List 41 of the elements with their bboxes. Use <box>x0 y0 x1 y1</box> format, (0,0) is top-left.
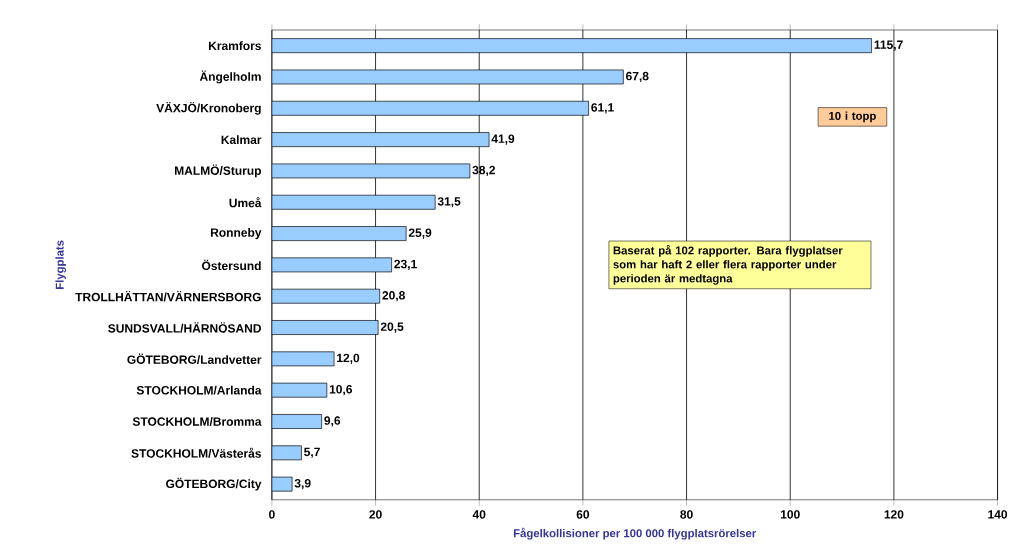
x-axis-title: Fågelkollisioner per 100 000 flygplatsrörelser <box>513 527 757 540</box>
y-tick-label: STOCKHOLM/Bromma <box>132 417 262 427</box>
y-tick-label: STOCKHOLM/Arlanda <box>136 385 262 395</box>
y-tick-label: Östersund <box>202 259 261 271</box>
data-label: 61,1 <box>591 103 614 114</box>
x-tick-label: 140 <box>988 510 1008 519</box>
y-axis-title: Flygplats <box>55 240 66 290</box>
y-tick-label: Ronneby <box>210 228 262 240</box>
y-tick-label: Ängelholm <box>199 70 261 84</box>
x-tick-label: 100 <box>780 510 800 519</box>
data-label: 5,7 <box>304 447 320 458</box>
data-label: 67,8 <box>626 71 649 83</box>
annotation: Baserat på 102 rapporter. Bara flygplatser som har haft 2 eller flera rapporter under perioden är medtagna <box>613 245 843 285</box>
x-tick-label: 80 <box>680 510 693 519</box>
y-tick-label: TROLLHÄTTAN/VÄRNERSBORG <box>75 291 261 302</box>
data-label: 9,6 <box>324 416 341 427</box>
y-tick-label: SUNDSVALL/HÄRNÖSAND <box>108 322 261 333</box>
annotation: 10 i topp <box>829 111 876 123</box>
x-tick-label: 60 <box>576 510 590 519</box>
data-label: 20,8 <box>382 291 405 302</box>
y-tick-label: STOCKHOLM/Västerås <box>131 447 261 458</box>
data-label: 10,6 <box>329 385 352 396</box>
x-tick-label: 0 <box>269 510 275 519</box>
x-tick-label: 20 <box>369 510 382 519</box>
data-label: 25,9 <box>408 228 432 239</box>
data-label: 20,5 <box>380 322 404 333</box>
data-label: 41,9 <box>491 134 515 145</box>
y-tick-label: Umeå <box>229 197 262 208</box>
data-label: 23,1 <box>394 259 417 271</box>
y-tick-label: GÖTEBORG/Landvetter <box>127 353 262 365</box>
data-label: 31,5 <box>437 197 461 208</box>
data-label: 3,9 <box>294 479 311 490</box>
x-tick-label: 40 <box>472 510 486 519</box>
data-label: 115,7 <box>874 40 903 51</box>
x-tick-label: 120 <box>884 510 904 519</box>
y-tick-label: Kramfors <box>208 41 261 51</box>
y-tick-label: VÄXJÖ/Kronoberg <box>156 102 261 115</box>
y-tick-label: GÖTEBORG/City <box>166 477 262 491</box>
y-tick-label: MALMÖ/Sturup <box>175 164 261 178</box>
y-tick-label: Kalmar <box>221 135 262 145</box>
data-label: 12,0 <box>337 353 360 365</box>
